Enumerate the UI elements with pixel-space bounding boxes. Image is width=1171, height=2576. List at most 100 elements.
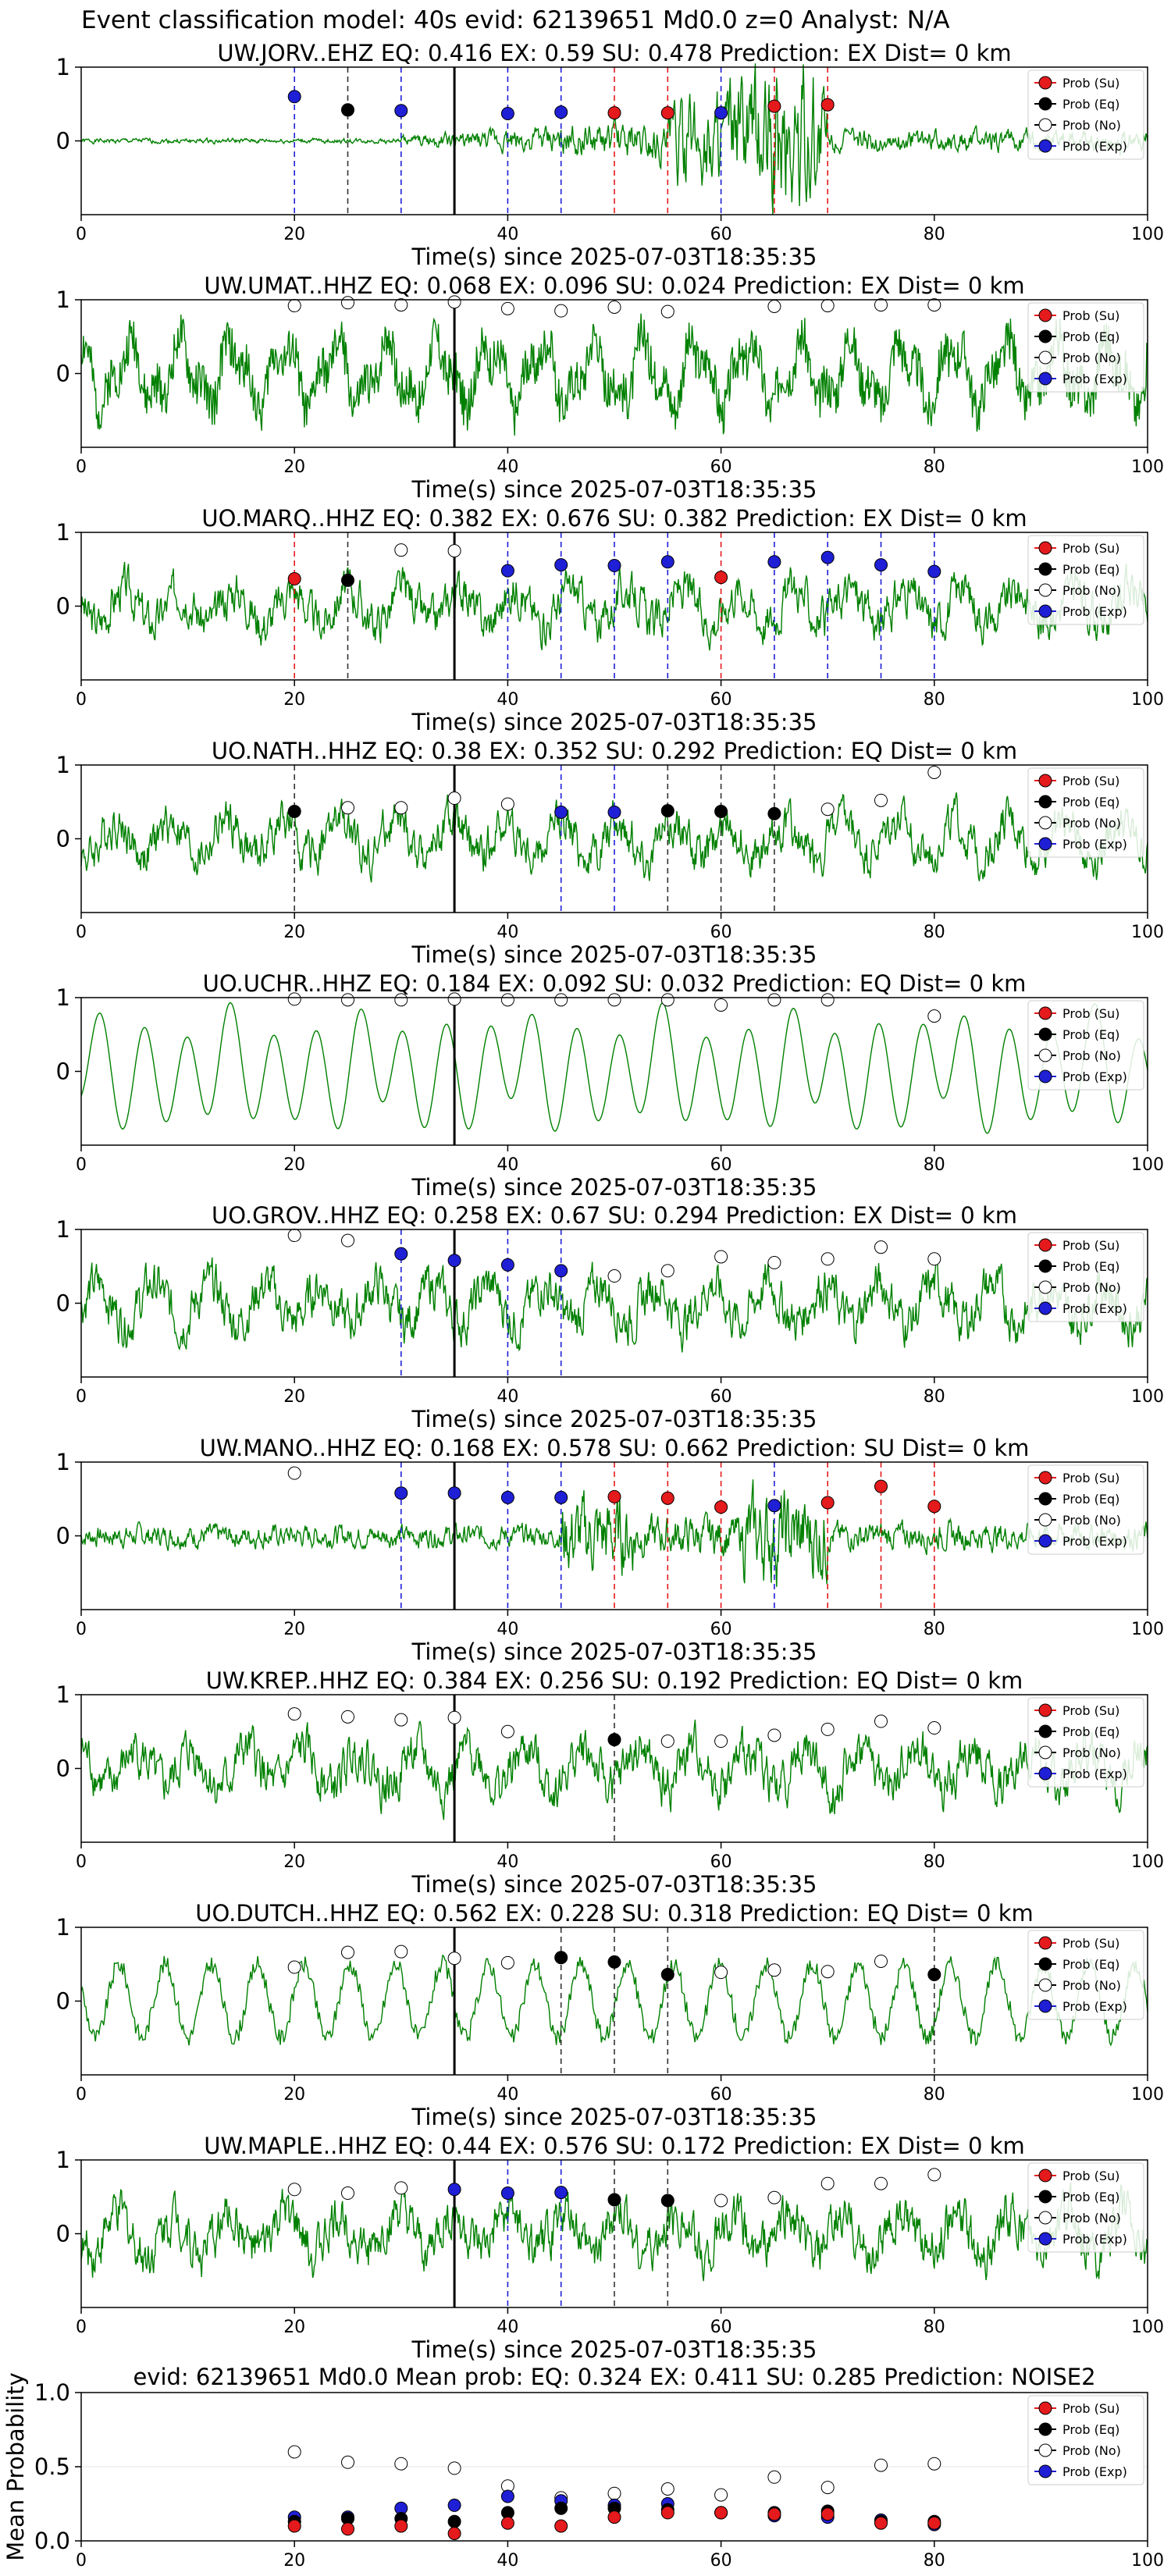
legend-label: Prob (Eq) bbox=[1062, 97, 1119, 112]
probability-point bbox=[500, 1258, 514, 1272]
legend-box bbox=[1027, 1232, 1144, 1322]
y-tick-label: 0 bbox=[56, 361, 70, 387]
legend-label: Prob (No) bbox=[1062, 2443, 1121, 2458]
mean-point-no bbox=[287, 2445, 301, 2459]
y-axis-label: Mean Probability bbox=[2, 2372, 29, 2561]
x-tick-label: 100 bbox=[1131, 690, 1164, 710]
probability-point bbox=[394, 1944, 408, 1959]
probability-point bbox=[287, 90, 301, 104]
x-tick-label: 80 bbox=[924, 2551, 945, 2571]
x-tick-label: 0 bbox=[76, 1620, 87, 1639]
legend-marker bbox=[1038, 2169, 1052, 2183]
y-tick-label: 1 bbox=[56, 519, 70, 546]
waveform-panel-uw-umat--hhz: UW.UMAT..HHZ EQ: 0.068 EX: 0.096 SU: 0.0… bbox=[56, 272, 1164, 503]
probability-point bbox=[394, 1486, 408, 1500]
legend-label: Prob (Eq) bbox=[1062, 1027, 1119, 1042]
legend-label: Prob (Su) bbox=[1062, 76, 1119, 91]
probability-point bbox=[500, 993, 514, 1007]
mean-point-su bbox=[927, 2516, 941, 2530]
probability-point bbox=[394, 801, 408, 815]
x-axis-label: Time(s) since 2025-07-03T18:35:35 bbox=[411, 709, 817, 735]
probability-point bbox=[447, 1952, 461, 1966]
probability-point bbox=[660, 804, 674, 818]
probability-point bbox=[874, 1479, 888, 1493]
x-tick-label: 20 bbox=[283, 690, 305, 710]
legend-marker bbox=[1038, 1069, 1052, 1083]
legend-label: Prob (Eq) bbox=[1062, 1724, 1119, 1739]
probability-point bbox=[500, 1490, 514, 1504]
probability-point bbox=[500, 797, 514, 811]
x-tick-label: 100 bbox=[1131, 1387, 1164, 1407]
probability-point bbox=[287, 805, 301, 819]
mean-point-su bbox=[447, 2527, 461, 2540]
probability-point bbox=[447, 1710, 461, 1724]
panel-title: UO.MARQ..HHZ EQ: 0.382 EX: 0.676 SU: 0.3… bbox=[201, 505, 1027, 532]
y-tick-label: 1 bbox=[56, 286, 70, 313]
legend-label: Prob (No) bbox=[1062, 1280, 1121, 1295]
x-tick-label: 100 bbox=[1131, 457, 1164, 477]
mean-point-su bbox=[341, 2522, 354, 2536]
x-tick-label: 20 bbox=[283, 2318, 305, 2337]
y-tick-label: 1 bbox=[56, 1449, 70, 1475]
probability-point bbox=[394, 298, 408, 312]
x-tick-label: 80 bbox=[924, 690, 945, 710]
probability-point bbox=[714, 805, 728, 819]
x-tick-label: 100 bbox=[1131, 1155, 1164, 1175]
probability-point bbox=[341, 296, 354, 310]
waveform-panel-uo-marq--hhz: UO.MARQ..HHZ EQ: 0.382 EX: 0.676 SU: 0.3… bbox=[56, 505, 1164, 735]
x-tick-label: 40 bbox=[497, 2551, 518, 2571]
probability-point bbox=[500, 1724, 514, 1738]
panel-title: UW.MANO..HHZ EQ: 0.168 EX: 0.578 SU: 0.6… bbox=[200, 1435, 1030, 1461]
y-tick-label: 1 bbox=[56, 1681, 70, 1708]
probability-point bbox=[874, 558, 888, 572]
probability-point bbox=[500, 2186, 514, 2201]
mean-point-su bbox=[767, 2507, 781, 2521]
x-tick-label: 40 bbox=[497, 225, 518, 244]
probability-point bbox=[500, 564, 514, 578]
legend-marker bbox=[1038, 372, 1052, 386]
panel-title: UO.GROV..HHZ EQ: 0.258 EX: 0.67 SU: 0.29… bbox=[212, 1202, 1017, 1229]
probability-point bbox=[394, 104, 408, 118]
probability-point bbox=[447, 1254, 461, 1268]
probability-point bbox=[820, 98, 835, 112]
probability-point bbox=[447, 2183, 461, 2197]
waveform-trace bbox=[80, 1002, 1148, 1134]
legend-marker bbox=[1038, 1048, 1052, 1062]
probability-point bbox=[447, 295, 461, 309]
waveform-panel-uo-dutch--hhz: UO.DUTCH..HHZ EQ: 0.562 EX: 0.228 SU: 0.… bbox=[56, 1900, 1164, 2130]
legend-marker bbox=[1038, 1703, 1052, 1717]
legend-label: Prob (Su) bbox=[1062, 774, 1119, 788]
probability-point bbox=[820, 299, 835, 313]
probability-point bbox=[820, 1722, 835, 1736]
legend-box bbox=[1027, 302, 1144, 393]
x-tick-label: 20 bbox=[283, 1620, 305, 1639]
y-tick-label: 0 bbox=[56, 2221, 70, 2247]
legend-label: Prob (Eq) bbox=[1062, 1957, 1119, 1972]
legend-box bbox=[1027, 2162, 1144, 2253]
legend-label: Prob (Su) bbox=[1062, 1936, 1119, 1951]
legend-marker bbox=[1038, 118, 1052, 132]
legend-marker bbox=[1038, 1238, 1052, 1252]
x-tick-label: 0 bbox=[76, 1852, 87, 1872]
legend-marker bbox=[1038, 1280, 1052, 1294]
legend-marker bbox=[1038, 1745, 1052, 1759]
legend-label: Prob (No) bbox=[1062, 1513, 1121, 1528]
legend-label: Prob (No) bbox=[1062, 1745, 1121, 1760]
x-tick-label: 40 bbox=[497, 1620, 518, 1639]
legend-marker bbox=[1038, 1936, 1052, 1950]
legend-marker bbox=[1038, 541, 1052, 555]
x-tick-label: 20 bbox=[283, 1155, 305, 1175]
probability-point bbox=[287, 1229, 301, 1243]
mean-point-su bbox=[500, 2516, 514, 2530]
probability-point bbox=[607, 2193, 621, 2207]
mean-point-su bbox=[820, 2507, 835, 2521]
probability-point bbox=[500, 1955, 514, 1969]
probability-point bbox=[927, 1967, 941, 1981]
y-tick-label: 1 bbox=[56, 54, 70, 80]
legend-marker bbox=[1038, 1492, 1052, 1506]
legend-label: Prob (Exp) bbox=[1062, 1767, 1127, 1781]
probability-point bbox=[927, 1500, 941, 1514]
legend-marker bbox=[1038, 1767, 1052, 1781]
x-tick-label: 100 bbox=[1131, 2551, 1164, 2571]
